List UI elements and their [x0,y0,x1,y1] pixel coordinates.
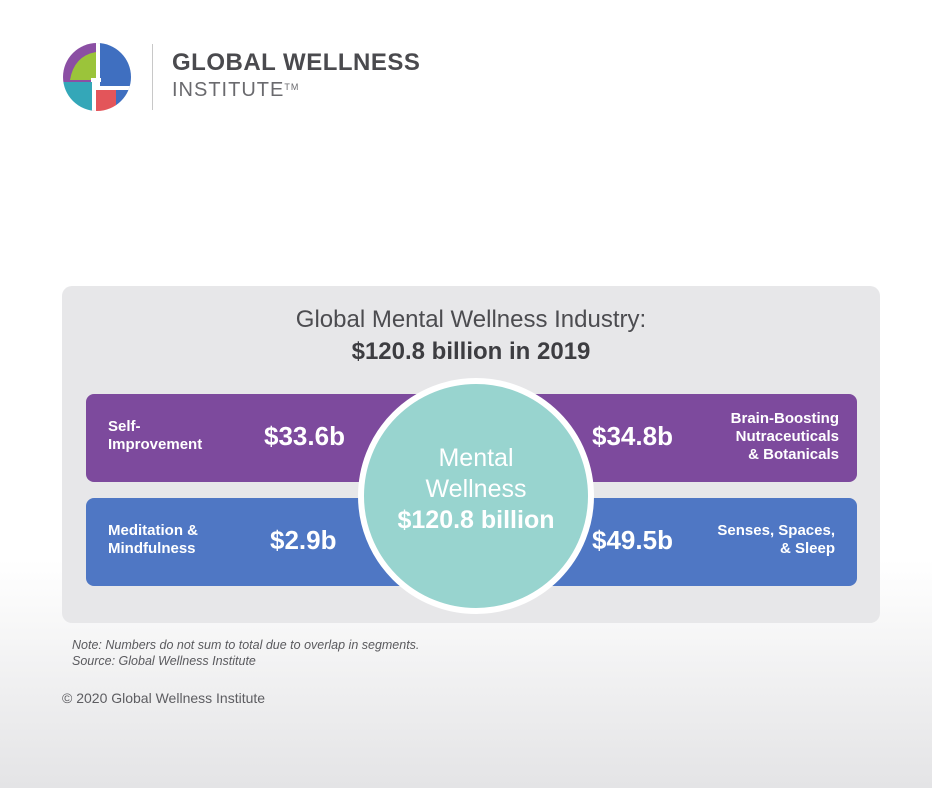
meditation-label: Meditation & Mindfulness [108,522,198,558]
label-line: Nutraceuticals [735,428,839,445]
label-line: Meditation & [108,522,198,539]
circle-total-value: $120.8 billion [397,506,555,534]
copyright-text: © 2020 Global Wellness Institute [62,690,266,706]
label-line: & Botanicals [748,446,839,463]
panel-subtitle: $120.8 billion in 2019 [351,338,591,365]
brain-boosting-value: $34.8b [592,421,673,451]
circle-line-1: Mental [438,444,514,472]
label-line: Senses, Spaces, [717,522,835,539]
panel-title: Global Mental Wellness Industry: [295,306,647,333]
mental-wellness-panel: Global Mental Wellness Industry: $120.8 … [62,286,880,623]
brand-name: GLOBAL WELLNESS [172,49,421,76]
brand-sub-text: INSTITUTE [172,79,285,101]
header-divider [152,44,153,110]
senses-spaces-value: $49.5b [592,525,673,555]
self-improvement-value: $33.6b [264,421,345,451]
source-note: Source: Global Wellness Institute [72,654,256,668]
circle-line-2: Wellness [425,475,527,503]
label-line: Brain-Boosting [730,410,839,427]
mental-wellness-circle: Mental Wellness $120.8 billion [358,378,594,614]
label-line: Improvement [108,436,203,453]
label-line: Mindfulness [108,540,196,557]
meditation-value: $2.9b [270,525,337,555]
self-improvement-label: Self- Improvement [108,418,202,454]
label-line: & Sleep [779,540,835,557]
brain-boosting-label: Brain-Boosting Nutraceuticals & Botanica… [731,410,839,464]
global-wellness-institute-logo [63,43,131,111]
senses-spaces-label: Senses, Spaces, & Sleep [717,522,835,558]
label-line: Self- [108,418,141,435]
brand-subtitle: INSTITUTETM [172,79,299,102]
trademark-mark: TM [284,82,300,92]
overlap-note: Note: Numbers do not sum to total due to… [72,638,420,652]
